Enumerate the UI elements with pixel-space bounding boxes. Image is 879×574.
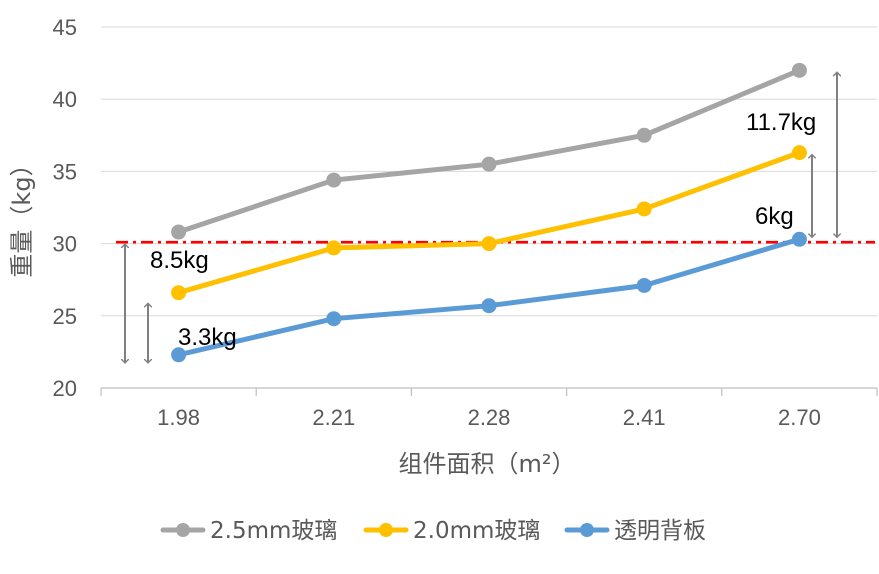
series-line-1 [176, 67, 802, 235]
x-tick-label: 2.41 [623, 405, 666, 430]
y-tick-label: 45 [53, 15, 77, 40]
legend-item-1: 2.5mm玻璃 [160, 518, 337, 544]
y-tick-label: 35 [53, 159, 77, 184]
data-point [171, 285, 187, 301]
y-tick-label: 20 [53, 376, 77, 401]
series-line-3 [176, 236, 802, 358]
y-tick-label: 40 [53, 87, 77, 112]
data-point [636, 277, 652, 293]
data-point [481, 298, 497, 314]
x-tick-label: 2.28 [468, 405, 511, 430]
annotation-label: 8.5kg [150, 247, 209, 274]
data-point [791, 231, 807, 247]
x-tick-label: 2.70 [778, 405, 821, 430]
data-point [171, 347, 187, 363]
data-point [636, 127, 652, 143]
data-point [481, 236, 497, 252]
x-tick-label: 1.98 [157, 405, 200, 430]
data-point [326, 311, 342, 327]
legend-label: 2.5mm玻璃 [210, 518, 337, 544]
annotation-label: 6kg [755, 203, 794, 230]
legend-item-3: 透明背板 [564, 518, 706, 544]
legend-label: 透明背板 [614, 518, 706, 544]
series-line-2 [176, 150, 802, 296]
labels-group: 重量（kg） 组件面积（m²） [8, 152, 576, 478]
annotation-label: 11.7kg [746, 109, 816, 136]
legend-swatch-marker [379, 523, 393, 537]
legend: 2.5mm玻璃 2.0mm玻璃 透明背板 [160, 518, 706, 544]
data-point [791, 62, 807, 78]
y-tick-label: 30 [53, 232, 77, 257]
x-tick-label: 2.21 [312, 405, 355, 430]
data-point [326, 240, 342, 256]
legend-swatch-marker [580, 523, 594, 537]
series-group [171, 62, 807, 363]
legend-label: 2.0mm玻璃 [413, 518, 540, 544]
y-tick-label: 25 [53, 304, 77, 329]
data-point [326, 172, 342, 188]
data-point [171, 224, 187, 240]
x-axis-title: 组件面积（m²） [399, 450, 576, 478]
y-axis-title: 重量（kg） [8, 152, 36, 277]
data-point [636, 201, 652, 217]
legend-swatch-marker [176, 523, 190, 537]
data-point [481, 156, 497, 172]
axes: 20 25 30 35 40 45 1.98 2.21 2.28 2.41 2.70 [53, 15, 878, 430]
legend-item-2: 2.0mm玻璃 [363, 518, 540, 544]
data-point [791, 145, 807, 161]
annotation-group: 8.5kg 3.3kg 11.7kg 6kg [125, 72, 837, 363]
annotation-label: 3.3kg [178, 324, 237, 351]
